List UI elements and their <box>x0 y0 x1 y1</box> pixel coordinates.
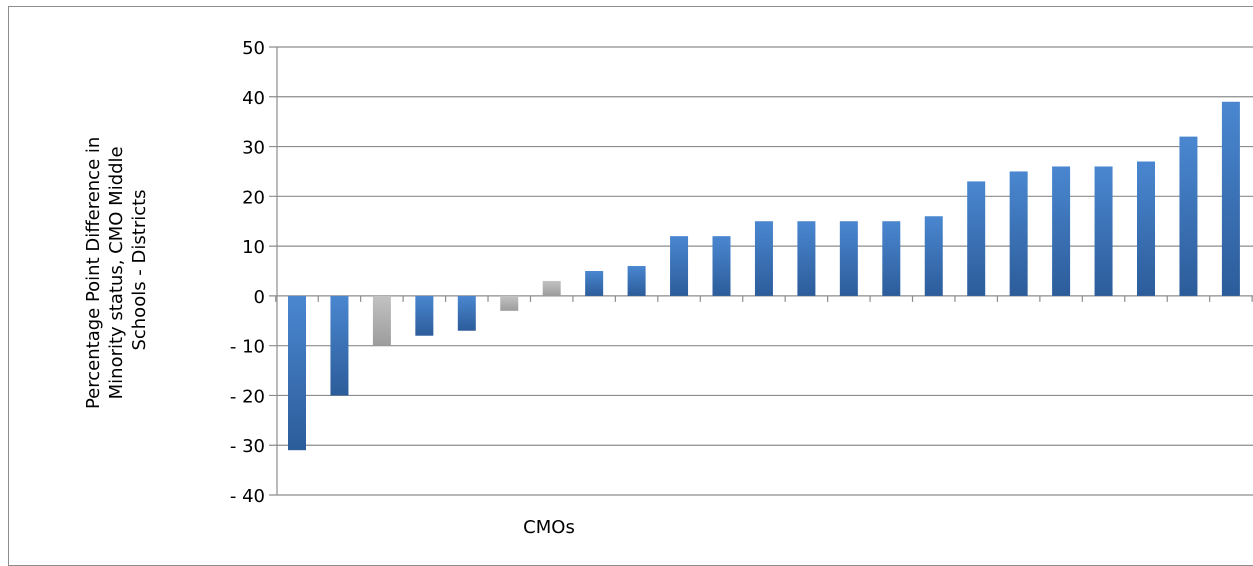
y-tick-label: 30 <box>242 138 265 159</box>
y-tick-label: - 40 <box>230 486 265 507</box>
bar-chart: 50 40 30 20 10 0 - 10 - 20 - 30 - 40 CMOs Percent… <box>83 38 1253 538</box>
bar <box>967 181 986 296</box>
tick-labels: 50 40 30 20 10 0 - 10 - 20 - 30 - 40 <box>230 38 265 507</box>
y-tick-label: 50 <box>242 38 265 59</box>
bar <box>627 266 646 296</box>
bar <box>1009 171 1028 296</box>
bar <box>500 295 519 311</box>
y-axis-title-line-2: Minority status, CMO Middle <box>106 146 127 399</box>
bar <box>1137 161 1155 296</box>
bar <box>797 221 816 296</box>
bar <box>670 236 689 296</box>
y-axis-title-line-3: Schools - Districts <box>129 189 150 350</box>
bar <box>1221 101 1240 296</box>
y-tick-label: 0 <box>254 287 265 308</box>
y-tick-label: 20 <box>242 187 265 208</box>
bar <box>415 295 434 336</box>
y-tick-label: - 10 <box>230 337 265 358</box>
y-axis-title: Percentage Point Difference in Minority … <box>83 131 150 409</box>
bar <box>712 236 731 296</box>
bar <box>288 295 306 451</box>
y-tick-label: 10 <box>242 237 265 258</box>
bar <box>457 295 476 331</box>
bar <box>542 280 561 296</box>
bar <box>372 295 391 346</box>
bar <box>330 295 349 396</box>
y-tick-label: - 30 <box>230 436 265 457</box>
axes <box>275 47 1253 495</box>
bar <box>585 271 604 296</box>
bar <box>839 221 858 296</box>
bar <box>1179 136 1198 296</box>
y-tick-label: - 20 <box>230 386 265 407</box>
bar <box>754 221 773 296</box>
bar <box>1052 166 1071 296</box>
y-tick-label: 40 <box>242 88 265 109</box>
bars <box>288 101 1240 451</box>
x-axis-title: CMOs <box>523 517 575 538</box>
bar <box>1094 166 1113 296</box>
bar <box>924 216 943 296</box>
y-axis-title-line-1: Percentage Point Difference in <box>83 137 104 409</box>
bar <box>882 221 901 296</box>
